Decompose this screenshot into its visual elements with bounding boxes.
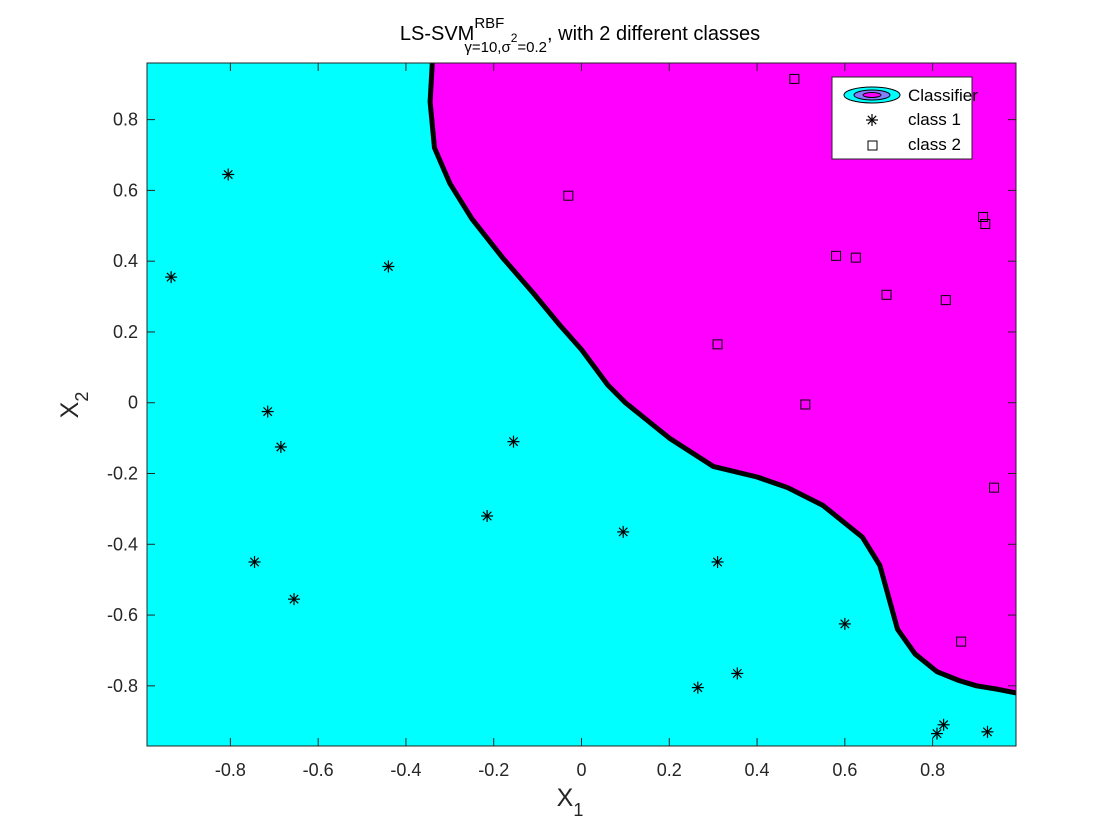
legend-item-class2: class 2 bbox=[867, 135, 961, 154]
x-tick-label: 0.2 bbox=[657, 760, 682, 780]
y-tick-label: 0.2 bbox=[113, 322, 138, 342]
title-subscript-sigma-sup: 2 bbox=[511, 31, 518, 45]
class2-point bbox=[980, 219, 991, 230]
y-label-sub: 2 bbox=[72, 392, 92, 402]
class1-point bbox=[691, 681, 704, 694]
legend-item-classifier: Classifier bbox=[843, 86, 978, 105]
x-tick-label: 0.4 bbox=[745, 760, 770, 780]
class1-point bbox=[731, 667, 744, 680]
class2-point bbox=[978, 211, 989, 222]
class1-point bbox=[937, 718, 950, 731]
y-axis-label: X2 bbox=[56, 392, 92, 419]
decision-boundary bbox=[427, 63, 1016, 696]
class1-point bbox=[288, 593, 301, 606]
class1-point bbox=[931, 727, 943, 740]
class1-point bbox=[507, 435, 520, 448]
y-axis: -0.8 -0.6 -0.4 -0.2 0 0.2 0.4 0.6 0.8 bbox=[107, 110, 1016, 696]
class1-point bbox=[617, 525, 630, 538]
x-tick-label: -0.6 bbox=[303, 760, 334, 780]
legend-class1-marker bbox=[866, 114, 878, 126]
title-suffix: , with 2 different classes bbox=[547, 23, 760, 45]
class1-point bbox=[274, 440, 287, 453]
class1-point bbox=[382, 260, 395, 273]
y-tick-label: 0.8 bbox=[113, 110, 138, 130]
y-label-main: X bbox=[56, 401, 84, 418]
x-tick-label: -0.2 bbox=[478, 760, 509, 780]
class2-point bbox=[712, 339, 723, 350]
x-label-main: X bbox=[557, 784, 574, 812]
y-tick-label: -0.2 bbox=[107, 464, 138, 484]
class2-point bbox=[940, 295, 951, 306]
legend-label-class1: class 1 bbox=[908, 110, 961, 129]
class2-region bbox=[430, 63, 1016, 693]
x-axis-label: X1 bbox=[557, 784, 584, 820]
chart-title: LS-SVMRBF γ=10,σ2=0.2, with 2 different c… bbox=[400, 15, 760, 56]
class1-point bbox=[838, 617, 851, 630]
class1-point bbox=[222, 168, 235, 181]
class2-point bbox=[563, 190, 574, 201]
y-tick-label: -0.6 bbox=[107, 605, 138, 625]
x-tick-label: 0.6 bbox=[832, 760, 857, 780]
class2-point bbox=[956, 636, 967, 647]
x-tick-label: -0.8 bbox=[215, 760, 246, 780]
legend-label-classifier: Classifier bbox=[908, 86, 978, 105]
class2-point bbox=[989, 482, 1000, 493]
class2-point bbox=[831, 250, 842, 261]
title-subscript-gamma: γ=10,σ bbox=[464, 39, 511, 56]
legend-label-class2: class 2 bbox=[908, 135, 961, 154]
title-subscript-value: =0.2 bbox=[517, 39, 547, 56]
y-tick-label: -0.8 bbox=[107, 676, 138, 696]
class1-point bbox=[165, 271, 178, 284]
class2-point bbox=[789, 73, 800, 84]
y-tick-label: 0 bbox=[128, 393, 138, 413]
legend: Classifier class 1 class 2 bbox=[831, 76, 978, 160]
legend-item-class1: class 1 bbox=[866, 110, 961, 129]
class2-point bbox=[881, 289, 892, 300]
class1-point bbox=[711, 555, 724, 568]
x-tick-label: -0.4 bbox=[390, 760, 421, 780]
x-label-sub: 1 bbox=[573, 800, 583, 820]
class1-point bbox=[261, 405, 274, 418]
legend-classifier-swatch-inner bbox=[862, 92, 882, 98]
title-main: LS-SVM bbox=[400, 23, 474, 45]
x-tick-label: 0 bbox=[576, 760, 586, 780]
class2-point bbox=[800, 399, 811, 410]
y-tick-label: 0.4 bbox=[113, 251, 138, 271]
plot-area bbox=[147, 63, 1016, 746]
markers bbox=[165, 73, 1000, 740]
title-superscript: RBF bbox=[474, 15, 504, 32]
x-axis: -0.8 -0.6 -0.4 -0.2 0 0.2 0.4 0.6 0.8 bbox=[215, 63, 945, 780]
class1-point bbox=[981, 725, 994, 738]
x-tick-label: 0.8 bbox=[920, 760, 945, 780]
class2-point bbox=[850, 252, 861, 263]
legend-class2-marker bbox=[867, 140, 878, 151]
y-tick-label: -0.4 bbox=[107, 534, 138, 554]
class1-point bbox=[481, 509, 494, 522]
class1-point bbox=[248, 555, 261, 568]
y-tick-label: 0.6 bbox=[113, 180, 138, 200]
